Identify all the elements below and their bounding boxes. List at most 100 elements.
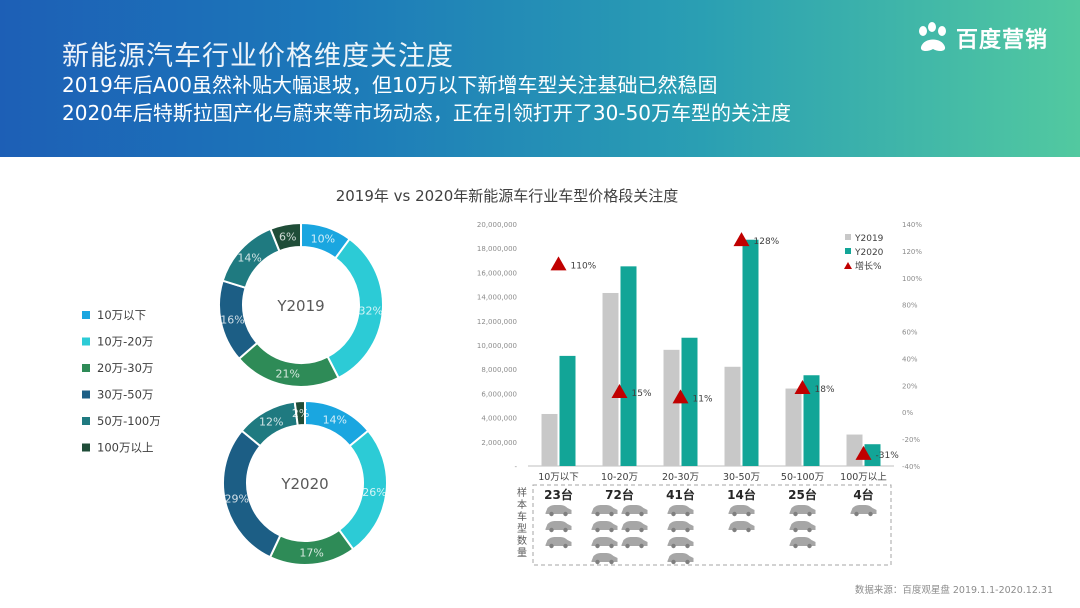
sample-box [532, 484, 892, 566]
car-wheel-icon-0-0a [549, 511, 554, 517]
right-tick-6: 20% [902, 382, 918, 390]
car-wheel-icon-5-0b [868, 511, 873, 517]
donut1-label-4: 14% [237, 252, 261, 265]
car-icon-4-0 [789, 505, 816, 514]
right-tick-1: 120% [902, 248, 922, 256]
car-wheel-icon-2-3b [685, 559, 690, 565]
car-wheel-icon-4-1a [793, 527, 798, 533]
growth-marker-4 [794, 380, 811, 395]
x-label-3: 30-50万 [723, 472, 760, 483]
legend-swatch-1 [82, 337, 90, 346]
bar-2019-4 [785, 388, 802, 466]
growth-marker-3 [733, 232, 750, 247]
car-wheel-icon-2-3a [671, 559, 676, 565]
x-label-2: 20-30万 [662, 472, 699, 483]
growth-label-3: 128% [754, 237, 780, 247]
car-wheel-icon-0-0b [563, 511, 568, 517]
car-wheel-icon-0-2b [563, 543, 568, 549]
legend-swatch-2 [82, 364, 90, 372]
bar-2019-1 [602, 292, 619, 466]
right-tick-8: -20% [902, 436, 920, 444]
sample-label-char-0: 样 [517, 486, 527, 499]
car-wheel-icon-0-1a [549, 527, 554, 533]
donut1-label-5: 6% [279, 230, 296, 243]
left-tick-8: 4,000,000 [481, 415, 517, 423]
growth-label-5: -31% [876, 451, 900, 461]
sample-label-char-3: 型 [517, 522, 527, 535]
sample-count-5: 4台 [853, 487, 873, 502]
car-wheel-icon-1-4b [639, 511, 644, 517]
car-icon-0-2 [545, 537, 572, 546]
legend-label-5: 100万以上 [97, 441, 153, 455]
page-title: 新能源汽车行业价格维度关注度 [62, 41, 454, 72]
left-tick-1: 18,000,000 [477, 245, 517, 253]
right-tick-3: 80% [902, 302, 918, 310]
growth-marker-2 [672, 389, 689, 404]
baidu-logo: 百度营销 [916, 22, 1048, 54]
bar-legend-label-0: Y2019 [854, 234, 884, 244]
car-icon-1-5 [621, 521, 648, 530]
car-wheel-icon-1-0b [609, 511, 614, 517]
car-icon-1-6 [621, 537, 648, 546]
growth-label-1: 15% [632, 389, 652, 399]
left-tick-9: 2,000,000 [481, 439, 517, 447]
car-wheel-icon-2-0a [671, 511, 676, 517]
growth-marker-1 [611, 384, 628, 399]
sample-count-0: 23台 [544, 487, 573, 502]
car-icon-5-0 [850, 505, 877, 514]
bar-2019-2 [663, 349, 680, 466]
left-tick-2: 16,000,000 [477, 269, 517, 277]
car-icon-2-0 [667, 505, 694, 514]
donut2-label-2: 17% [299, 547, 323, 560]
car-wheel-icon-3-0b [746, 511, 751, 517]
bar-2020-3 [742, 239, 759, 466]
sample-count-1: 72台 [605, 487, 634, 502]
car-wheel-icon-1-3b [609, 559, 614, 565]
car-wheel-icon-1-3a [595, 559, 600, 565]
left-tick-4: 12,000,000 [477, 318, 517, 326]
x-label-4: 50-100万 [781, 472, 824, 483]
car-wheel-icon-2-2b [685, 543, 690, 549]
left-tick-6: 8,000,000 [481, 366, 517, 374]
donut1-label-3: 16% [220, 313, 244, 326]
legend-swatch-5 [82, 443, 90, 452]
legend-label-3: 30万-50万 [97, 388, 153, 402]
donut2-label-5: 2% [292, 407, 309, 420]
car-wheel-icon-1-5b [639, 527, 644, 533]
bar-chart-title: 2019年 vs 2020年新能源车行业车型价格段关注度 [336, 187, 679, 205]
bar-legend-swatch-1 [845, 248, 851, 254]
right-tick-2: 100% [902, 275, 922, 283]
right-tick-9: -40% [902, 463, 920, 471]
car-icon-1-0 [591, 505, 618, 514]
legend-label-1: 10万-20万 [97, 335, 153, 349]
car-icon-4-1 [789, 521, 816, 530]
bar-2019-3 [724, 366, 741, 466]
car-wheel-icon-1-4a [625, 511, 630, 517]
legend-swatch-4 [82, 417, 90, 425]
car-wheel-icon-0-2a [549, 543, 554, 549]
bar-2020-0 [559, 355, 576, 466]
bar-2020-2 [681, 337, 698, 466]
x-label-1: 10-20万 [601, 472, 638, 483]
left-tick-10: - [514, 463, 517, 471]
sample-label-char-5: 量 [517, 547, 527, 559]
bar-2020-4 [803, 375, 820, 466]
subtitle-line-2: 2020年后特斯拉国产化与蔚来等市场动态，正在引领打开了30-50万车型的关注度 [62, 101, 792, 125]
car-wheel-icon-1-2b [609, 543, 614, 549]
car-icon-2-1 [667, 521, 694, 530]
car-icon-2-3 [667, 553, 694, 562]
bar-legend-swatch-0 [845, 234, 851, 240]
right-tick-7: 0% [902, 409, 913, 417]
car-wheel-icon-1-6a [625, 543, 630, 549]
left-tick-5: 10,000,000 [477, 342, 517, 350]
right-tick-5: 40% [902, 355, 918, 363]
donut2-slice-5 [293, 399, 306, 427]
car-wheel-icon-5-0a [854, 511, 859, 517]
sample-label-char-1: 本 [517, 498, 527, 511]
legend-label-2: 20万-30万 [97, 361, 153, 375]
bar-2019-0 [541, 413, 558, 466]
car-wheel-icon-3-0a [732, 511, 737, 517]
donut1-label-1: 32% [359, 305, 383, 318]
